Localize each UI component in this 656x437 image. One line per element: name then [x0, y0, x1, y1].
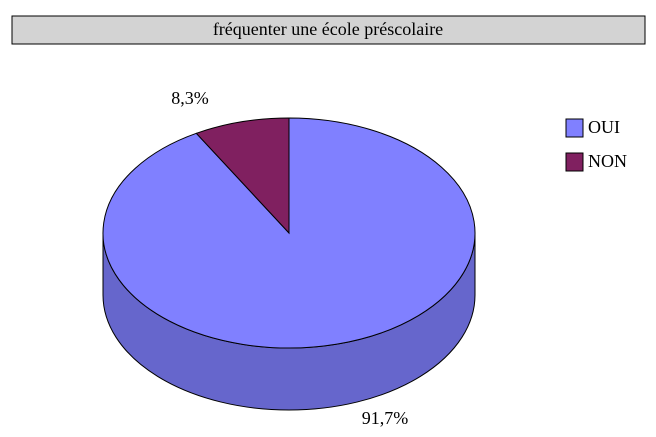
data-label: 91,7%: [362, 408, 409, 428]
legend-swatch: [565, 152, 584, 172]
legend-swatch: [565, 118, 584, 138]
pie-slice: [195, 117, 290, 235]
title-box: [11, 15, 646, 45]
legend-label: OUI: [588, 117, 620, 137]
data-label: 8,3%: [171, 88, 209, 108]
legend-label: NON: [588, 151, 627, 171]
chart-title: fréquenter une école préscolaire: [213, 19, 443, 39]
